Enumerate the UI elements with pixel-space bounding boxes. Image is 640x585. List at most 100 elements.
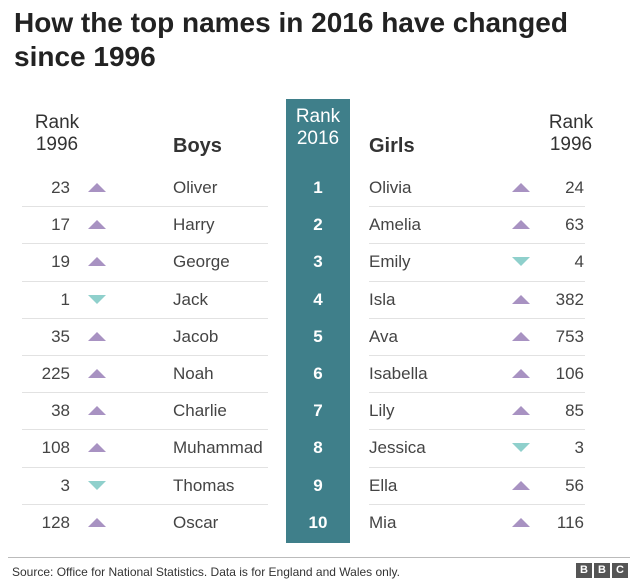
girl-name: Isla (369, 290, 396, 309)
girl-rank-1996: 63 (565, 215, 584, 234)
boy-rank-1996: 225 (41, 364, 70, 383)
girl-name: Emily (369, 252, 411, 271)
girl-rank-1996: 116 (556, 513, 584, 532)
arrow-up-icon (512, 169, 532, 206)
boy-name: Oliver (173, 178, 218, 197)
boy-name: Muhammad (173, 438, 263, 457)
boy-name: Charlie (173, 401, 227, 420)
arrow-down-icon (88, 281, 108, 318)
girl-rank-1996: 382 (555, 290, 584, 309)
arrow-up-icon (88, 429, 108, 466)
table-row: 38 Charlie 7 Lily 85 (0, 392, 640, 429)
title-line-1: How the top names in 2016 have changed (14, 7, 568, 38)
boy-rank-1996: 3 (60, 476, 70, 495)
boy-rank-1996: 38 (51, 401, 70, 420)
arrow-up-icon (88, 504, 108, 541)
boy-name: Noah (173, 364, 214, 383)
table-row: 108 Muhammad 8 Jessica 3 (0, 429, 640, 466)
rank-2016: 2 (313, 215, 323, 234)
arrow-up-icon (88, 243, 108, 280)
girl-rank-1996: 106 (555, 364, 584, 383)
rank-2016: 1 (313, 178, 323, 197)
row-divider (22, 318, 268, 319)
table-row: 17 Harry 2 Amelia 63 (0, 206, 640, 243)
source-note: Source: Office for National Statistics. … (12, 565, 400, 579)
row-divider (22, 467, 268, 468)
boy-name: George (173, 252, 230, 271)
boy-rank-1996: 23 (51, 178, 70, 197)
boy-name: Jack (173, 290, 208, 309)
girl-rank-1996: 753 (555, 327, 584, 346)
rank-2016: 5 (313, 327, 323, 346)
arrow-down-icon (88, 467, 108, 504)
girl-name: Lily (369, 401, 395, 420)
arrow-down-icon (512, 429, 532, 466)
rank-2016: 3 (313, 252, 323, 271)
row-divider (369, 206, 585, 207)
bbc-logo: B B C (576, 563, 628, 578)
arrow-up-icon (512, 467, 532, 504)
rank-1996-boys-header: Rank 1996 (34, 112, 80, 155)
girl-name: Ella (369, 476, 398, 495)
boy-rank-1996: 17 (51, 215, 70, 234)
page-title: How the top names in 2016 have changed s… (14, 6, 614, 74)
rank-2016-column (286, 99, 350, 543)
arrow-down-icon (512, 243, 532, 280)
boy-rank-1996: 19 (51, 252, 70, 271)
table-row: 128 Oscar 10 Mia 116 (0, 504, 640, 541)
arrow-up-icon (512, 355, 532, 392)
rank-2016: 8 (313, 438, 323, 457)
table-row: 1 Jack 4 Isla 382 (0, 281, 640, 318)
girl-name: Ava (369, 327, 398, 346)
rank-1996-girls-header: Rank 1996 (548, 112, 594, 155)
boys-header: Boys (173, 135, 222, 157)
row-divider (22, 281, 268, 282)
arrow-up-icon (88, 206, 108, 243)
girl-name: Mia (369, 513, 397, 532)
girl-name: Isabella (369, 364, 428, 383)
girl-rank-1996: 4 (574, 252, 584, 271)
girl-rank-1996: 3 (574, 438, 584, 457)
rank-2016: 4 (313, 290, 323, 309)
row-divider (22, 392, 268, 393)
arrow-up-icon (512, 206, 532, 243)
rank-2016-header: Rank 2016 (295, 106, 341, 149)
boy-rank-1996: 128 (41, 513, 70, 532)
table-row: 3 Thomas 9 Ella 56 (0, 467, 640, 504)
table-row: 19 George 3 Emily 4 (0, 243, 640, 280)
arrow-up-icon (512, 504, 532, 541)
arrow-up-icon (512, 392, 532, 429)
boy-rank-1996: 1 (60, 290, 70, 309)
row-divider (369, 355, 585, 356)
row-divider (369, 243, 585, 244)
row-divider (22, 243, 268, 244)
girl-name: Jessica (369, 438, 426, 457)
girl-rank-1996: 56 (565, 476, 584, 495)
boy-name: Oscar (173, 513, 219, 532)
table-row: 35 Jacob 5 Ava 753 (0, 318, 640, 355)
girl-name: Amelia (369, 215, 421, 234)
boy-rank-1996: 35 (51, 327, 70, 346)
row-divider (369, 504, 585, 505)
rank-2016: 10 (308, 513, 328, 532)
row-divider (369, 467, 585, 468)
row-divider (369, 392, 585, 393)
arrow-up-icon (88, 318, 108, 355)
arrow-up-icon (512, 318, 532, 355)
row-divider (369, 318, 585, 319)
arrow-up-icon (512, 281, 532, 318)
arrow-up-icon (88, 392, 108, 429)
row-divider (22, 504, 268, 505)
row-divider (22, 355, 268, 356)
girl-rank-1996: 24 (565, 178, 584, 197)
boy-rank-1996: 108 (41, 438, 70, 457)
rank-2016: 6 (313, 364, 323, 383)
rank-2016: 9 (313, 476, 323, 495)
row-divider (22, 206, 268, 207)
girl-name: Olivia (369, 178, 412, 197)
boy-name: Harry (173, 215, 215, 234)
table-row: 225 Noah 6 Isabella 106 (0, 355, 640, 392)
arrow-up-icon (88, 355, 108, 392)
title-line-2: since 1996 (14, 41, 156, 72)
rank-2016: 7 (313, 401, 323, 420)
